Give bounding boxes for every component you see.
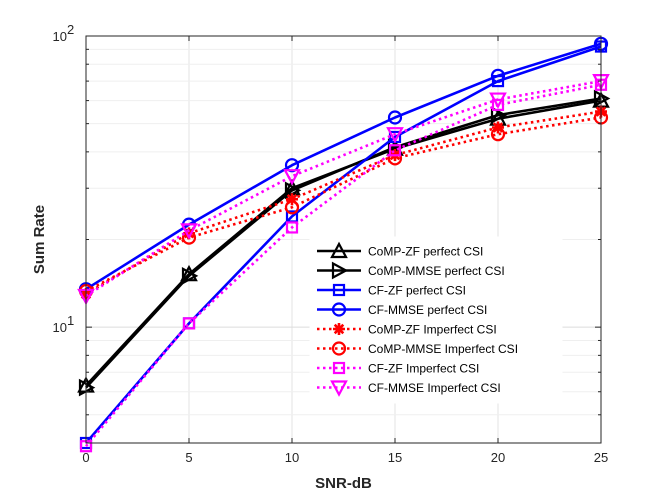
data-point	[285, 221, 299, 234]
legend-label: CoMP-MMSE Imperfect CSI	[368, 342, 518, 356]
legend-entry: CF-MMSE perfect CSI	[317, 302, 487, 317]
data-point	[388, 144, 402, 157]
data-point	[490, 106, 508, 124]
data-point	[283, 169, 301, 186]
y-tick-exponent: 1	[67, 313, 74, 328]
legend-entry: CoMP-ZF perfect CSI	[317, 241, 483, 259]
legend-marker	[332, 283, 346, 297]
legend-marker	[331, 261, 349, 280]
legend-marker	[332, 361, 346, 375]
data-point	[386, 127, 404, 144]
legend-entry: CF-MMSE Imperfect CSI	[317, 380, 501, 397]
legend-label: CF-ZF perfect CSI	[368, 284, 466, 298]
data-point	[387, 110, 403, 125]
data-point	[286, 193, 298, 206]
x-tick-label: 5	[185, 450, 192, 465]
x-tick-label: 15	[388, 450, 402, 465]
legend-entry: CF-ZF perfect CSI	[317, 284, 466, 298]
data-point	[180, 223, 198, 240]
legend-label: CoMP-ZF perfect CSI	[368, 245, 483, 259]
series-line	[85, 110, 602, 296]
legend-entry: CF-ZF Imperfect CSI	[317, 362, 479, 376]
data-point	[489, 92, 507, 109]
series-line	[85, 97, 602, 389]
y-axis-label: Sum Rate	[31, 205, 48, 274]
data-point	[284, 200, 300, 215]
legend-entry: CoMP-MMSE Imperfect CSI	[317, 341, 518, 356]
legend-label: CoMP-MMSE perfect CSI	[368, 264, 505, 278]
data-point	[182, 317, 196, 330]
legend-label: CF-MMSE Imperfect CSI	[368, 381, 501, 395]
legend-entry: CoMP-ZF Imperfect CSI	[317, 323, 497, 337]
x-tick-label: 20	[491, 450, 505, 465]
legend-box	[309, 236, 563, 404]
legend-label: CF-ZF Imperfect CSI	[368, 362, 479, 376]
series-line	[85, 42, 602, 291]
data-point	[490, 127, 506, 142]
legend-marker	[331, 341, 347, 356]
x-tick-label: 25	[594, 450, 608, 465]
legend-label: CF-MMSE perfect CSI	[368, 303, 487, 317]
legend-label: CoMP-ZF Imperfect CSI	[368, 323, 497, 337]
data-point	[490, 68, 506, 83]
data-point	[181, 267, 199, 285]
legend-marker	[330, 380, 348, 397]
data-point	[387, 151, 403, 166]
data-point	[183, 227, 195, 240]
legend: CoMP-ZF perfect CSI CoMP-MMSE perfect CSI…	[309, 236, 563, 404]
legend-entry: CoMP-MMSE perfect CSI	[317, 261, 505, 280]
legend-marker	[331, 302, 347, 317]
series-line	[85, 83, 602, 448]
x-tick-label: 0	[82, 450, 89, 465]
legend-marker	[330, 241, 348, 259]
series-line	[85, 116, 602, 293]
series-8	[77, 73, 610, 306]
y-tick-label: 10	[53, 29, 67, 44]
y-tick-exponent: 2	[67, 22, 74, 37]
x-tick-label: 10	[285, 450, 299, 465]
y-tick-label: 10	[53, 320, 67, 335]
x-axis-label: SNR-dB	[315, 475, 372, 492]
legend-marker	[333, 323, 345, 335]
series-group	[77, 36, 611, 453]
series-line	[85, 79, 602, 297]
